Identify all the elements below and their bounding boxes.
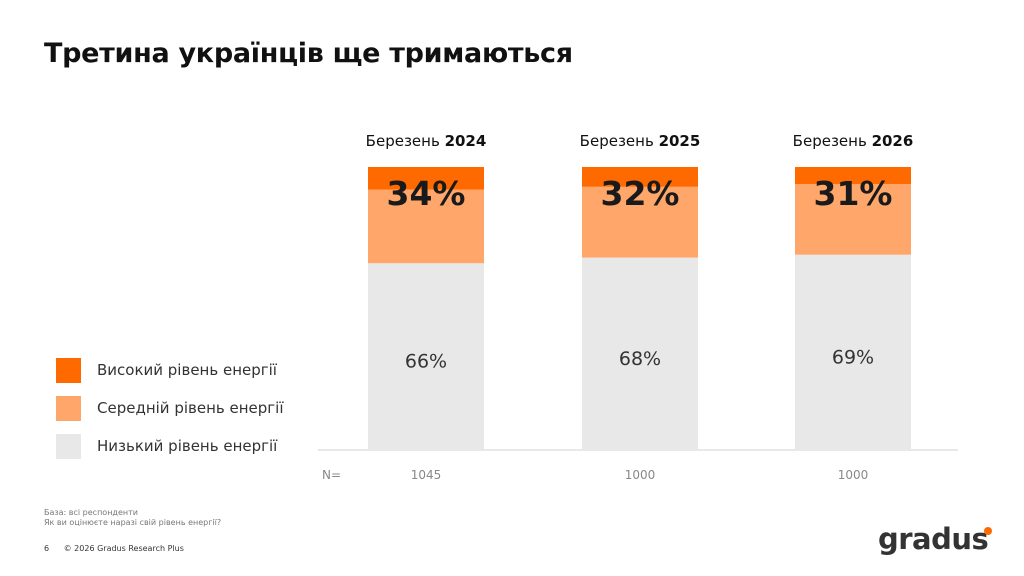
bar-segment-medium-2025 [582, 186, 698, 258]
category-label-2025: Березень 2025 [580, 132, 701, 150]
legend-item-medium: Середній рівень енергії [56, 395, 284, 421]
legend-swatch-high [56, 357, 81, 383]
gradus-logo: gradus [878, 522, 989, 556]
bar-segment-low-2025 [582, 257, 698, 450]
low-share-label-2025: 68% [619, 348, 661, 370]
low-share-label-2024: 66% [405, 351, 447, 373]
question-note: Як ви оцінюєте наразі свій рівень енергі… [44, 518, 222, 527]
legend-swatch-low [56, 433, 81, 459]
legend-item-high: Високий рівень енергії [56, 357, 284, 383]
legend: Високий рівень енергії Середній рівень е… [56, 357, 284, 471]
footnotes: База: всі респонденти Як ви оцінюєте нар… [44, 508, 221, 528]
legend-label-low: Низький рівень енергії [97, 437, 278, 455]
n-value-2024: 1045 [411, 468, 442, 482]
bar-segment-high-2025 [582, 167, 698, 187]
legend-swatch-medium [56, 395, 81, 421]
top-share-label-2024: 34% [387, 174, 466, 213]
legend-item-low: Низький рівень енергії [56, 433, 284, 459]
bar-segment-low-2024 [368, 263, 484, 450]
category-label-2024: Березень 2024 [366, 132, 487, 150]
bar-segment-medium-2024 [368, 189, 484, 264]
bar-segment-low-2026 [795, 254, 911, 450]
base-note: База: всі респонденти [44, 508, 138, 517]
page-number: 6 [44, 544, 50, 553]
n-value-2025: 1000 [625, 468, 656, 482]
page-title: Третина українців ще тримаються [44, 38, 573, 69]
n-label: N= [322, 468, 341, 482]
top-share-label-2025: 32% [601, 174, 680, 213]
category-label-2026: Березень 2026 [793, 132, 914, 150]
logo-dot-icon [984, 527, 992, 535]
low-share-label-2026: 69% [832, 346, 874, 368]
bar-segment-medium-2026 [795, 183, 911, 255]
top-share-label-2026: 31% [814, 174, 893, 213]
legend-label-high: Високий рівень енергії [97, 361, 277, 379]
legend-label-medium: Середній рівень енергії [97, 399, 284, 417]
footer: 6 © 2026 Gradus Research Plus [44, 544, 184, 553]
bar-segment-high-2024 [368, 167, 484, 190]
copyright: © 2026 Gradus Research Plus [63, 544, 184, 553]
n-value-2026: 1000 [838, 468, 869, 482]
bar-segment-high-2026 [795, 167, 911, 184]
